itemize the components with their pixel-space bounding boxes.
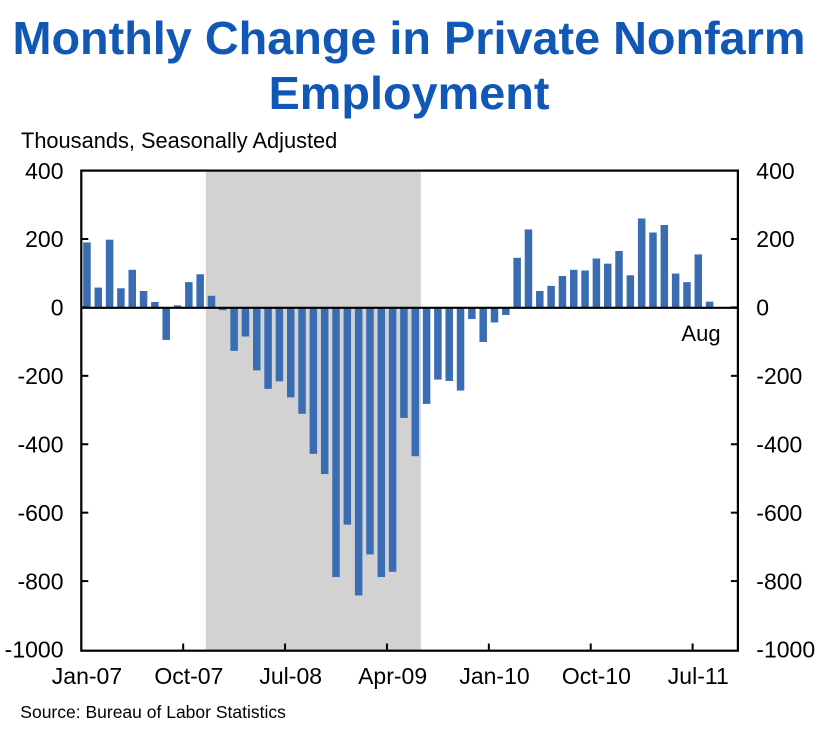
- svg-text:-400: -400: [17, 431, 63, 457]
- svg-text:Oct-10: Oct-10: [562, 663, 631, 689]
- svg-text:400: 400: [25, 158, 63, 184]
- svg-text:-600: -600: [17, 500, 63, 526]
- svg-text:-800: -800: [17, 568, 63, 594]
- svg-text:Jul-11: Jul-11: [668, 663, 729, 689]
- svg-text:Aug: Aug: [681, 321, 720, 346]
- svg-text:-200: -200: [17, 363, 63, 389]
- svg-text:Jan-10: Jan-10: [459, 663, 529, 689]
- svg-text:-200: -200: [756, 363, 802, 389]
- svg-text:200: 200: [756, 226, 794, 252]
- svg-text:0: 0: [756, 295, 769, 321]
- svg-text:-400: -400: [756, 431, 802, 457]
- svg-text:Jul-08: Jul-08: [259, 663, 322, 689]
- svg-text:200: 200: [25, 226, 63, 252]
- svg-text:400: 400: [756, 158, 794, 184]
- svg-text:0: 0: [51, 295, 64, 321]
- svg-text:Jan-07: Jan-07: [52, 663, 122, 689]
- svg-text:-600: -600: [756, 500, 802, 526]
- svg-text:Oct-07: Oct-07: [154, 663, 223, 689]
- svg-text:Apr-09: Apr-09: [358, 663, 427, 689]
- svg-text:-800: -800: [756, 568, 802, 594]
- svg-text:-1000: -1000: [756, 637, 815, 663]
- svg-text:-1000: -1000: [5, 637, 64, 663]
